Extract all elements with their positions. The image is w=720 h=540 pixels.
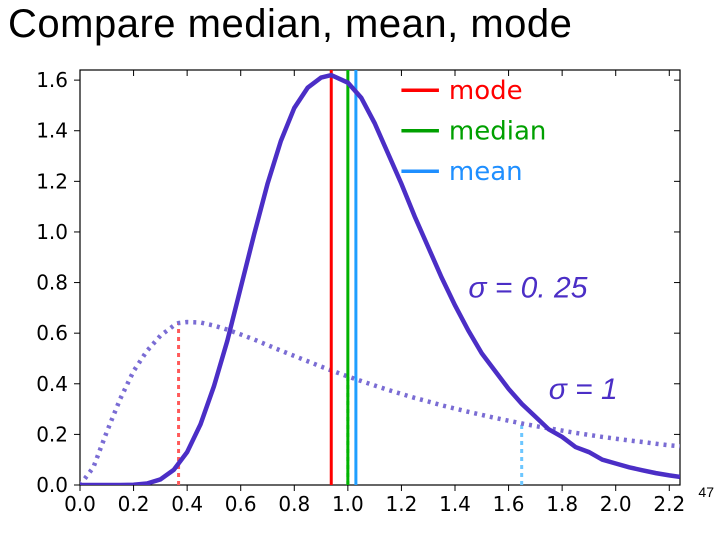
x-tick-label: 2.0 [600,492,632,516]
chart-container: 0.0 0.2 0.4 0.6 0.8 1.0 1.2 1.4 1.6 1.8 2.0 2.2 0.0 0… [10,60,710,530]
y-tick-label: 1.0 [36,220,68,244]
legend-label-median: median [449,117,546,147]
page-title: Compare median, mean, mode [0,2,720,47]
x-tick-label: 1.0 [332,492,364,516]
annotation-0: σ = 0. 25 [468,272,587,305]
x-tick-label: 1.6 [493,492,525,516]
x-tick-label: 2.2 [653,492,685,516]
y-tick-label: 0.0 [36,473,68,497]
annotation-1: σ = 1 [549,373,618,406]
y-tick-label: 1.4 [36,119,68,143]
x-tick-label: 1.8 [546,492,578,516]
legend-label-mode: mode [449,76,523,106]
x-tick-label: 0.0 [64,492,96,516]
y-tick-label: 0.6 [36,321,68,345]
y-tick-label: 0.4 [36,372,68,396]
y-tick-label: 1.2 [36,169,68,193]
x-tick-label: 0.4 [171,492,203,516]
page-number: 47 [698,484,714,500]
x-tick-label: 0.8 [278,492,310,516]
x-tick-label: 1.4 [439,492,471,516]
x-tick-label: 0.6 [225,492,257,516]
x-tick-label: 1.2 [386,492,418,516]
chart-svg: 0.0 0.2 0.4 0.6 0.8 1.0 1.2 1.4 1.6 1.8 2.0 2.2 0.0 0… [10,60,710,530]
legend-label-mean: mean [449,157,523,187]
curve-sigma-025 [80,75,680,485]
x-tick-label: 0.2 [118,492,150,516]
y-tick-label: 1.6 [36,68,68,92]
y-tick-label: 0.8 [36,271,68,295]
y-tick-label: 0.2 [36,422,68,446]
